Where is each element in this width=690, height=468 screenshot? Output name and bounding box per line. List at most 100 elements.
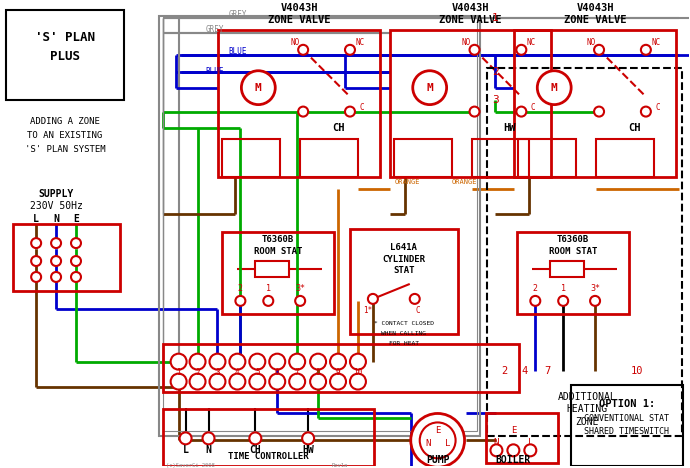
Circle shape <box>31 272 41 282</box>
Text: NO: NO <box>462 38 471 47</box>
Text: (c)SaverGi 2008: (c)SaverGi 2008 <box>166 463 215 468</box>
Bar <box>518 139 576 177</box>
Circle shape <box>210 354 226 370</box>
Circle shape <box>179 432 192 444</box>
Text: ORANGE: ORANGE <box>395 179 420 185</box>
Circle shape <box>289 373 305 389</box>
Circle shape <box>269 373 285 389</box>
Text: CH: CH <box>332 123 344 132</box>
Text: N: N <box>53 214 59 224</box>
Circle shape <box>531 296 540 306</box>
Circle shape <box>269 354 285 370</box>
Bar <box>550 261 584 277</box>
Circle shape <box>538 71 571 105</box>
Bar <box>350 229 457 334</box>
Text: BLUE: BLUE <box>228 47 247 56</box>
Text: T6360B: T6360B <box>557 234 589 244</box>
Circle shape <box>51 272 61 282</box>
Text: 6: 6 <box>275 368 279 377</box>
Text: Rev1a: Rev1a <box>332 463 348 468</box>
Circle shape <box>235 296 246 306</box>
Circle shape <box>641 45 651 55</box>
Circle shape <box>249 373 265 389</box>
Circle shape <box>298 107 308 117</box>
Text: N: N <box>425 439 431 448</box>
Text: FOR HEAT: FOR HEAT <box>388 341 419 346</box>
Circle shape <box>51 238 61 248</box>
Text: NC: NC <box>526 38 536 47</box>
Bar <box>394 139 451 177</box>
Circle shape <box>368 294 378 304</box>
Text: E: E <box>511 426 516 435</box>
Text: L641A: L641A <box>391 242 417 252</box>
Bar <box>222 232 334 314</box>
Text: SUPPLY: SUPPLY <box>39 189 74 199</box>
Circle shape <box>590 296 600 306</box>
Circle shape <box>203 432 215 444</box>
Text: E: E <box>435 426 440 435</box>
Bar <box>471 139 529 177</box>
Text: 7: 7 <box>544 366 551 376</box>
Circle shape <box>594 45 604 55</box>
Text: T6360B: T6360B <box>262 234 295 244</box>
Circle shape <box>71 256 81 266</box>
Text: V4043H: V4043H <box>452 3 489 13</box>
Text: GREY: GREY <box>206 25 224 34</box>
Text: PUMP: PUMP <box>426 455 449 465</box>
Text: C: C <box>531 103 535 112</box>
Circle shape <box>345 107 355 117</box>
Text: L: L <box>528 438 533 447</box>
Circle shape <box>170 373 186 389</box>
Circle shape <box>330 373 346 389</box>
Text: 10: 10 <box>353 368 362 377</box>
Bar <box>300 139 358 177</box>
Circle shape <box>330 354 346 370</box>
Circle shape <box>413 71 446 105</box>
Text: 3*: 3* <box>590 285 600 293</box>
Circle shape <box>31 256 41 266</box>
Circle shape <box>516 107 526 117</box>
Text: 5: 5 <box>255 368 259 377</box>
Text: 1: 1 <box>561 285 566 293</box>
Circle shape <box>289 354 305 370</box>
Text: 'S' PLAN SYSTEM: 'S' PLAN SYSTEM <box>25 145 106 154</box>
Bar <box>487 68 682 436</box>
Text: ZONE: ZONE <box>575 417 599 427</box>
Bar <box>571 385 682 466</box>
Circle shape <box>302 432 314 444</box>
Text: TIME CONTROLLER: TIME CONTROLLER <box>228 452 308 461</box>
Circle shape <box>641 107 651 117</box>
Text: SHARED TIMESWITCH: SHARED TIMESWITCH <box>584 427 669 436</box>
Circle shape <box>230 354 246 370</box>
Circle shape <box>516 45 526 55</box>
Text: NO: NO <box>290 38 300 47</box>
Text: 9: 9 <box>336 368 340 377</box>
Bar <box>596 139 654 177</box>
Circle shape <box>345 45 355 55</box>
Circle shape <box>31 238 41 248</box>
Text: ADDITIONAL: ADDITIONAL <box>558 392 616 402</box>
Bar <box>514 30 676 177</box>
Text: 1: 1 <box>177 368 181 377</box>
Text: ORANGE: ORANGE <box>452 179 477 185</box>
Text: ROOM STAT: ROOM STAT <box>549 247 598 256</box>
Circle shape <box>310 354 326 370</box>
Text: L: L <box>445 439 451 448</box>
Text: 1: 1 <box>492 13 499 23</box>
Circle shape <box>230 373 246 389</box>
Circle shape <box>190 373 206 389</box>
Circle shape <box>310 373 326 389</box>
Text: 'S' PLAN: 'S' PLAN <box>35 31 95 44</box>
Text: ZONE VALVE: ZONE VALVE <box>440 15 502 25</box>
Text: M: M <box>551 83 558 93</box>
Bar <box>163 344 520 392</box>
Text: 4: 4 <box>521 366 527 376</box>
Text: * CONTACT CLOSED: * CONTACT CLOSED <box>374 322 434 326</box>
Circle shape <box>298 45 308 55</box>
Circle shape <box>350 373 366 389</box>
Bar <box>13 224 120 291</box>
Text: ROOM STAT: ROOM STAT <box>254 247 302 256</box>
Circle shape <box>190 354 206 370</box>
Text: 3*: 3* <box>295 285 305 293</box>
Text: ZONE VALVE: ZONE VALVE <box>268 15 331 25</box>
